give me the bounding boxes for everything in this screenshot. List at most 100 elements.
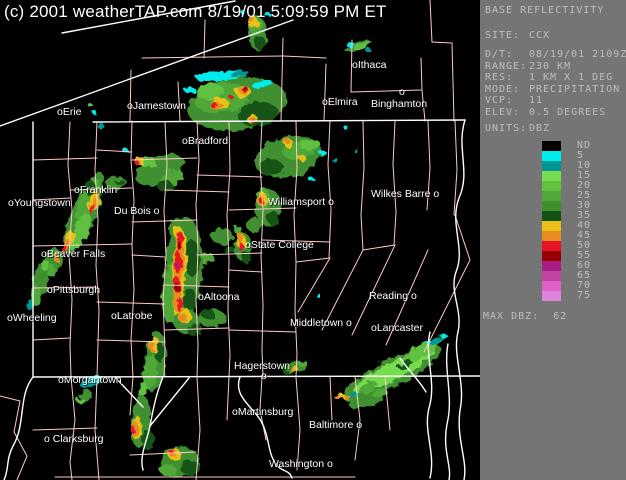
border-line	[392, 120, 397, 246]
radar-echo	[89, 204, 95, 214]
radar-echo	[365, 48, 371, 52]
city-label: Binghamton	[371, 98, 428, 110]
city-label: oErie	[57, 106, 82, 118]
legend-row: 60	[542, 261, 591, 271]
radar-echo	[255, 36, 265, 50]
legend-swatch	[542, 231, 561, 241]
border-line	[129, 376, 134, 416]
city-marker: o	[261, 370, 267, 382]
legend-swatch	[542, 261, 561, 271]
info-row: D/T: 08/19/01 2109Z	[485, 49, 626, 61]
legend-label: 60	[577, 260, 592, 271]
radar-echo	[138, 382, 148, 398]
legend-label: 55	[577, 250, 592, 261]
legend-label: 30	[577, 200, 592, 211]
radar-echo	[177, 298, 183, 312]
legend-swatch	[542, 141, 561, 151]
legend-row: 30	[542, 201, 591, 211]
radar-echo	[184, 240, 200, 276]
border-line	[453, 120, 458, 216]
radar-echo	[177, 242, 181, 250]
border-line	[228, 269, 263, 273]
radar-echo	[179, 313, 187, 323]
radar-echo	[229, 95, 233, 99]
border-line	[421, 89, 426, 122]
radar-echo	[77, 398, 85, 404]
site-label: SITE:	[485, 30, 521, 41]
radar-echo	[41, 259, 49, 271]
border-line	[426, 120, 431, 211]
legend-swatch	[542, 271, 561, 281]
max-dbz-value: 62	[553, 311, 568, 322]
border-line	[129, 69, 132, 122]
radar-echo	[247, 217, 263, 233]
city-label: Wilkes Barre o	[371, 188, 440, 200]
radar-echo	[211, 102, 217, 108]
city-label: oBeaver Falls	[41, 248, 106, 260]
legend-label: 65	[577, 270, 592, 281]
radar-echo	[265, 13, 271, 17]
city-label: oPittsburgh	[47, 284, 101, 296]
legend-label: 35	[577, 210, 592, 221]
legend-label: 40	[577, 220, 592, 231]
border-line	[164, 284, 230, 288]
legend-swatch	[542, 251, 561, 261]
radar-echo	[309, 178, 315, 182]
border-line	[454, 214, 471, 261]
info-row: VCP: 11	[485, 95, 626, 107]
city-label: Baltimore o	[309, 419, 363, 431]
product-title: BASE REFLECTIVITY	[485, 5, 605, 16]
legend-row: 55	[542, 251, 591, 261]
border-line	[164, 327, 230, 331]
radar-map: oIthaca oErie oJamestown oElmira Binghamton o…	[0, 0, 480, 480]
legend-row: 25	[542, 191, 591, 201]
border-line	[329, 376, 333, 421]
border-line	[96, 301, 166, 305]
border-line	[354, 376, 361, 461]
radar-echo	[429, 336, 443, 346]
border-line	[131, 157, 198, 161]
border-line	[228, 207, 297, 211]
border-line	[0, 19, 294, 127]
radar-echo	[160, 464, 176, 476]
border-line	[237, 376, 293, 479]
info-row: RES: 1 KM X 1 DEG	[485, 72, 626, 84]
legend-row: 15	[542, 171, 591, 181]
city-label: oLatrobe	[111, 310, 153, 322]
border-line	[69, 376, 76, 480]
legend-swatch	[542, 191, 561, 201]
legend-swatch	[542, 161, 561, 171]
product-details: D/T: 08/19/01 2109Z RANGE: 230 KM RES: 1 KM X…	[485, 49, 626, 118]
border-line	[32, 375, 480, 378]
timestamp-text: 8/19/01 5:09:59 PM ET	[207, 2, 387, 21]
legend-row: 50	[542, 241, 591, 251]
radar-echo	[230, 70, 250, 78]
city-label: Hagerstown	[234, 360, 291, 372]
radar-echo	[88, 103, 92, 107]
radar-echo	[157, 181, 173, 191]
radar-echo	[297, 359, 307, 367]
radar-echo	[316, 293, 320, 297]
radar-echo	[93, 111, 97, 115]
radar-echo	[297, 154, 305, 160]
city-label: oJamestown	[127, 100, 186, 112]
radar-echo	[53, 252, 59, 262]
legend-label: 5	[577, 150, 585, 161]
radar-echo	[372, 389, 388, 399]
border-line	[0, 395, 28, 480]
info-label: D/T:	[485, 49, 514, 60]
border-line	[321, 249, 364, 331]
info-label: ELEV:	[485, 106, 521, 118]
radar-echo	[267, 211, 279, 225]
max-dbz-label: MAX DBZ:	[483, 311, 540, 322]
city-label: Washington o	[269, 458, 333, 470]
radar-echo	[176, 264, 180, 268]
border-line	[362, 244, 396, 251]
legend-label: 50	[577, 240, 592, 251]
map-header: (c) 2001 weatherTAP.com 8/19/01 5:09:59 …	[4, 2, 387, 22]
border-line	[177, 81, 181, 122]
border-line	[129, 451, 197, 456]
border-line	[149, 377, 190, 427]
site-row: SITE: CCX	[485, 30, 550, 42]
border-line	[259, 120, 264, 378]
